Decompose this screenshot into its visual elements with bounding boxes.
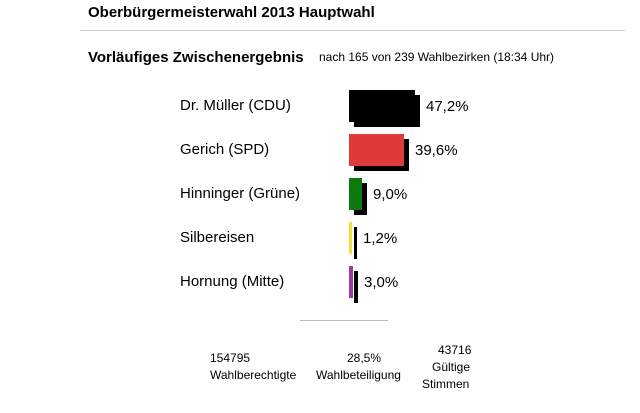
- candidate-label: Hornung (Mitte): [180, 273, 285, 290]
- eligible-voters-value: 154795: [210, 351, 251, 365]
- result-percentage: 3,0%: [364, 274, 399, 291]
- result-percentage: 39,6%: [415, 142, 458, 159]
- bar-shadow: [354, 271, 358, 303]
- result-percentage: 47,2%: [426, 98, 469, 115]
- turnout-value: 28,5%: [347, 351, 382, 365]
- valid-votes-label-1: Gültige: [432, 360, 471, 374]
- result-bar: [349, 178, 362, 210]
- result-bar: [349, 222, 352, 254]
- valid-votes-value: 43716: [438, 343, 472, 357]
- result-percentage: 1,2%: [363, 230, 398, 247]
- candidate-label: Dr. Müller (CDU): [180, 97, 291, 114]
- stats-divider: [300, 320, 388, 321]
- counting-status: nach 165 von 239 Wahlbezirken (18:34 Uhr…: [319, 50, 555, 64]
- page-title: Oberbürgermeisterwahl 2013 Hauptwahl: [88, 4, 375, 21]
- result-bar: [349, 90, 415, 122]
- bar-shadow: [354, 227, 357, 259]
- header-divider: [80, 30, 625, 31]
- candidate-label: Gerich (SPD): [180, 141, 270, 158]
- result-bar: [349, 134, 404, 166]
- candidate-label: Silbereisen: [180, 229, 255, 246]
- valid-votes-label-2: Stimmen: [422, 377, 470, 391]
- result-percentage: 9,0%: [373, 186, 408, 203]
- candidate-label: Hinninger (Grüne): [180, 185, 301, 202]
- turnout-label: Wahlbeteiligung: [316, 368, 401, 382]
- result-subtitle: Vorläufiges Zwischenergebnis: [88, 49, 304, 66]
- result-bar: [349, 266, 353, 298]
- eligible-voters-label: Wahlberechtigte: [210, 368, 297, 382]
